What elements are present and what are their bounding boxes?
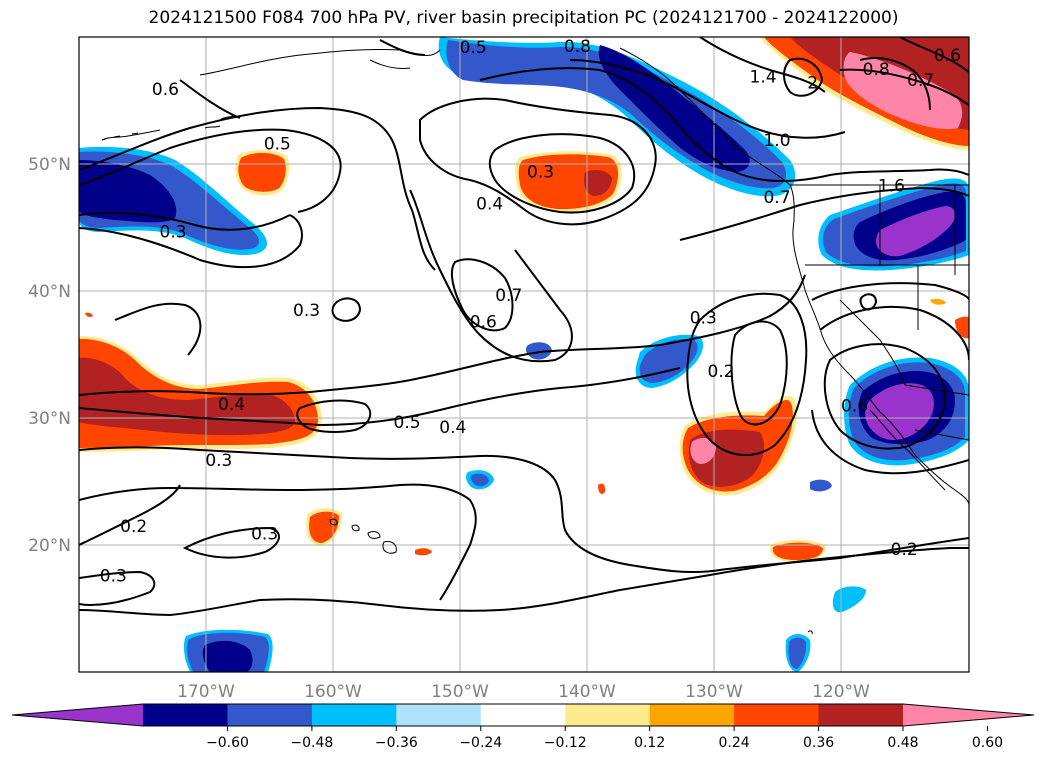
contour-label: 1.6 [878, 177, 905, 197]
contour-label: 0.8 [564, 37, 591, 57]
precip-negative-areas [79, 37, 969, 672]
contour-label: 0.3 [100, 566, 127, 586]
colorbar: −0.60 −0.48 −0.36 −0.24 −0.12 0.12 0.24 0.36 0.4… [11, 703, 1035, 751]
colorbar-tick-label: 0.12 [634, 735, 665, 751]
lon-label: 150°W [431, 682, 489, 702]
colorbar-tick-label: 0.24 [719, 735, 750, 751]
contour-label: 0.7 [907, 71, 934, 91]
colorbar-segment [396, 704, 482, 726]
lat-label: 40°N [28, 282, 71, 302]
colorbar-segment [227, 704, 313, 726]
contour-label: 1.4 [750, 67, 777, 87]
contour-label: 0.4 [476, 194, 503, 214]
contour-label: 0.3 [690, 309, 717, 329]
contour-label: 0.5 [394, 413, 421, 433]
colorbar-segment [818, 704, 904, 726]
colorbar-segment [480, 704, 566, 726]
contour-label: 0.4 [218, 395, 245, 415]
colorbar-tick-label: −0.36 [375, 735, 418, 751]
lon-label: 130°W [685, 682, 743, 702]
contour-label: 2 [807, 74, 818, 94]
lat-label: 50°N [28, 155, 71, 175]
latitude-labels: 50°N 40°N 30°N 20°N [28, 155, 71, 556]
lon-label: 140°W [558, 682, 616, 702]
colorbar-outline [11, 703, 1035, 727]
pv-contours [79, 37, 969, 617]
colorbar-tick-label: −0.48 [290, 735, 333, 751]
colorbar-extend-high [903, 704, 1034, 726]
map-frame [78, 36, 970, 673]
contour-label: 0.4 [439, 418, 466, 438]
contour-label: 0.6 [470, 312, 497, 332]
colorbar-tick-label: 0.48 [887, 735, 918, 751]
contour-label: 0.3 [293, 301, 320, 321]
longitude-labels: 170°W 160°W 150°W 140°W 130°W 120°W [177, 682, 870, 702]
lon-label: 170°W [177, 682, 235, 702]
contour-label: 0.2 [708, 362, 735, 382]
lat-label: 20°N [28, 536, 71, 556]
colorbar-tick-label: 0.60 [972, 735, 1003, 751]
contour-label: 0.2 [120, 517, 147, 537]
contour-label: 0.3 [251, 525, 278, 545]
colorbar-segment [311, 704, 397, 726]
contour-label: 0.5 [264, 135, 291, 155]
chart-title: 2024121500 F084 700 hPa PV, river basin … [148, 8, 899, 28]
colorbar-tick-label: −0.24 [459, 735, 502, 751]
contour-label: 0.7 [763, 188, 790, 208]
contour-label: 0.2 [891, 540, 918, 560]
contour-label: 1.0 [763, 131, 790, 151]
colorbar-tick-label: −0.60 [206, 735, 249, 751]
contour-label: 0.6 [152, 80, 179, 100]
colorbar-extend-low [12, 704, 143, 726]
colorbar-segment [649, 704, 735, 726]
map-panel: 0.5 0.81.4 20.80.70.60.60.50.30.41.00.71.6… [79, 37, 969, 672]
lon-label: 120°W [812, 682, 870, 702]
contour-label: 0.6 [934, 46, 961, 66]
colorbar-tick-label: 0.36 [803, 735, 834, 751]
contour-labels: 0.5 0.81.4 20.80.70.60.60.50.30.41.00.71.6… [100, 37, 961, 586]
contour-label: 0.5 [460, 38, 487, 58]
lat-label: 30°N [28, 409, 71, 429]
contour-label: 0.3 [527, 163, 554, 183]
colorbar-tick-label: −0.12 [544, 735, 587, 751]
lon-label: 160°W [304, 682, 362, 702]
colorbar-segment [565, 704, 651, 726]
colorbar-segment [734, 704, 820, 726]
contour-label: 0.3 [160, 222, 187, 242]
contour-label: 0.7 [495, 286, 522, 306]
contour-label: 0.3 [205, 451, 232, 471]
contour-label: 0.8 [863, 60, 890, 80]
contour-label: 0.6 [841, 396, 868, 416]
colorbar-segment [143, 704, 228, 726]
